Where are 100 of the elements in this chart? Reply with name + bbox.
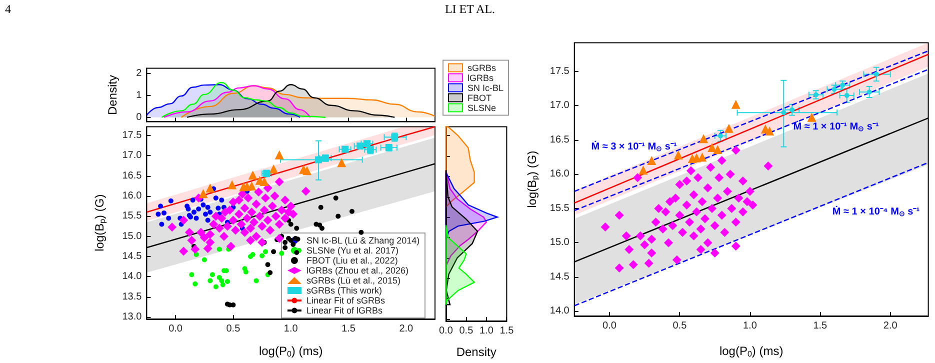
point [713,194,722,203]
point [208,278,213,284]
point [600,222,610,232]
y-tick-label: 2 [136,68,142,80]
legend-label: FBOT (Liu et al., 2022) [306,256,398,266]
y-tick-label: 14.0 [550,306,570,317]
y-axis-title: log(Bp) (G) [92,194,108,252]
point [190,198,196,203]
point [686,166,696,176]
point [211,212,220,221]
point [731,242,740,251]
point [263,216,272,225]
point [271,212,280,221]
point [706,162,716,172]
point [240,204,250,213]
point [302,166,312,176]
point [274,150,284,160]
y-tick-label: 13.0 [122,311,142,322]
point [624,245,634,254]
point [249,218,258,227]
legend-label: SLSNe [468,102,496,113]
point [288,222,294,227]
legend-label: FBOT [468,92,492,103]
y-tick-label: 17.0 [122,150,142,162]
y-tick-label: 1 [136,90,142,102]
point [184,228,194,237]
point [217,214,226,223]
y-tick-label: 15.5 [122,210,142,222]
point [668,221,678,230]
point [661,207,670,216]
x-tick-label: 0.0 [602,320,617,332]
point [159,222,164,227]
x-tick-label: 2.0 [399,324,414,334]
y-tick-label: 15.0 [122,230,142,242]
point [664,238,673,248]
point [220,282,226,288]
point [731,100,740,109]
x-tick-label: 1.5 [342,324,356,334]
point [647,248,656,258]
point [738,207,748,216]
point [196,228,206,237]
point [247,208,256,217]
y-tick-label: 13.5 [122,291,142,302]
point [203,212,208,217]
point [693,173,702,182]
point [243,269,248,274]
y-tick-label: 15.5 [550,202,570,214]
point [665,197,674,206]
x-tick-label: 0.0 [168,324,183,334]
point [633,173,642,182]
point [258,222,267,231]
legend-label: SN Ic-BL (Lü & Zhang 2014) [306,236,420,246]
point [162,210,166,216]
point [337,158,346,168]
point [260,206,269,215]
point [191,210,196,215]
point [282,245,288,250]
point [699,134,708,144]
point [363,140,370,148]
point [274,177,284,186]
x-tick-label: 1.5 [813,320,828,332]
point [265,262,270,268]
point [727,204,736,213]
y-axis-title: log(Bp) (G) [525,150,540,208]
point [277,206,286,215]
point [290,242,296,247]
point [216,246,222,252]
point [765,126,774,136]
point [342,146,349,153]
point [349,208,354,214]
point [266,226,275,235]
point [703,183,712,192]
point [206,183,215,192]
point [255,212,264,221]
y-tick-label: 17.5 [550,66,570,77]
legend-label: sGRBs (Lü et al., 2015) [306,276,400,286]
point [254,188,264,197]
point [689,190,698,200]
point [196,206,202,212]
point [208,210,213,215]
y-tick-label: 14.5 [122,251,142,262]
point [274,220,284,229]
y-tick-label: 0 [136,112,142,123]
point [720,228,730,237]
text: 4 [5,2,11,16]
point [252,200,261,209]
point [214,224,224,233]
point [254,278,259,284]
x-tick-label: 0.5 [672,320,688,332]
point [228,216,238,225]
point [647,156,656,166]
point [219,232,228,241]
x-tick-label: 0.5 [226,324,241,334]
legend-label: lGRBs [468,72,494,83]
point [713,145,722,154]
point [263,183,272,192]
point [269,164,278,174]
text: LI ET AL. [444,2,496,16]
point [262,249,268,254]
point [675,180,684,189]
